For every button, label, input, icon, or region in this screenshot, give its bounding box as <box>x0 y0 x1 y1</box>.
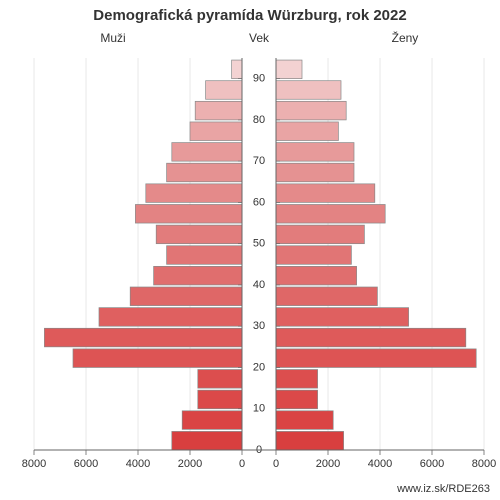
bar-male <box>167 246 242 265</box>
bar-male <box>198 370 242 389</box>
label-women: Ženy <box>392 30 419 45</box>
bar-female <box>276 308 409 327</box>
x-tick-label: 8000 <box>22 458 46 470</box>
bar-female <box>276 81 341 100</box>
bar-male <box>146 184 242 203</box>
y-tick-label: 50 <box>253 238 265 250</box>
bar-male <box>232 60 242 79</box>
y-tick-label: 30 <box>253 320 265 332</box>
label-age: Vek <box>249 31 270 45</box>
x-tick-label: 8000 <box>472 458 496 470</box>
bar-female <box>276 287 377 306</box>
bar-female <box>276 370 318 389</box>
x-tick-label: 2000 <box>316 458 340 470</box>
bar-female <box>276 246 351 265</box>
bar-female <box>276 143 354 162</box>
bar-female <box>276 163 354 182</box>
bar-female <box>276 349 476 368</box>
bar-male <box>182 411 242 430</box>
bar-female <box>276 60 302 79</box>
x-tick-label: 0 <box>273 458 279 470</box>
bar-female <box>276 225 364 244</box>
bar-female <box>276 431 344 450</box>
y-tick-label: 40 <box>253 279 265 291</box>
bar-female <box>276 101 346 120</box>
y-tick-label: 80 <box>253 114 265 126</box>
pyramid-chart: Demografická pyramída Würzburg, rok 2022… <box>0 0 500 500</box>
y-tick-label: 10 <box>253 403 265 415</box>
bar-male <box>135 204 242 223</box>
x-tick-label: 0 <box>239 458 245 470</box>
bar-male <box>130 287 242 306</box>
bar-male <box>172 143 242 162</box>
y-tick-label: 20 <box>253 361 265 373</box>
x-tick-label: 6000 <box>74 458 98 470</box>
label-men: Muži <box>100 31 125 45</box>
bar-male <box>190 122 242 141</box>
bar-male <box>195 101 242 120</box>
bar-male <box>156 225 242 244</box>
bar-female <box>276 328 466 347</box>
x-tick-label: 4000 <box>126 458 150 470</box>
x-tick-label: 2000 <box>178 458 202 470</box>
bar-female <box>276 122 338 141</box>
x-tick-label: 6000 <box>420 458 444 470</box>
y-tick-label: 70 <box>253 155 265 167</box>
bar-male <box>73 349 242 368</box>
bar-female <box>276 204 385 223</box>
x-tick-label: 4000 <box>368 458 392 470</box>
chart-title: Demografická pyramída Würzburg, rok 2022 <box>93 7 406 24</box>
bar-male <box>198 390 242 409</box>
bar-male <box>154 266 242 285</box>
y-tick-label: 90 <box>253 73 265 85</box>
bar-female <box>276 266 357 285</box>
bar-male <box>172 431 242 450</box>
y-tick-label: 60 <box>253 196 265 208</box>
bar-female <box>276 390 318 409</box>
bar-female <box>276 411 333 430</box>
bar-female <box>276 184 375 203</box>
bar-male <box>206 81 242 100</box>
bar-male <box>44 328 242 347</box>
source-url: www.iz.sk/RDE263 <box>396 483 490 495</box>
bar-male <box>99 308 242 327</box>
bar-male <box>167 163 242 182</box>
